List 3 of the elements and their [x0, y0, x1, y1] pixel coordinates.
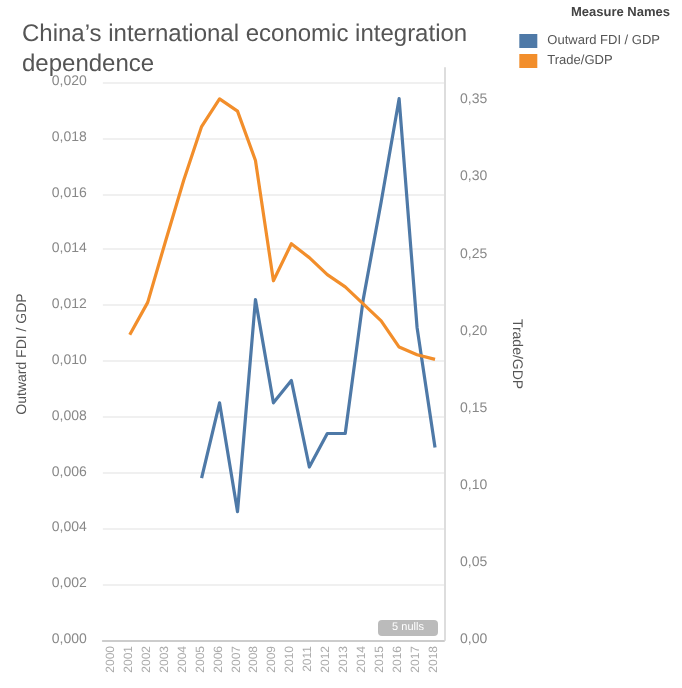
chart-title: China’s international economic integration dependence	[22, 19, 474, 77]
line-series	[199, 97, 437, 514]
line-series	[128, 97, 437, 361]
